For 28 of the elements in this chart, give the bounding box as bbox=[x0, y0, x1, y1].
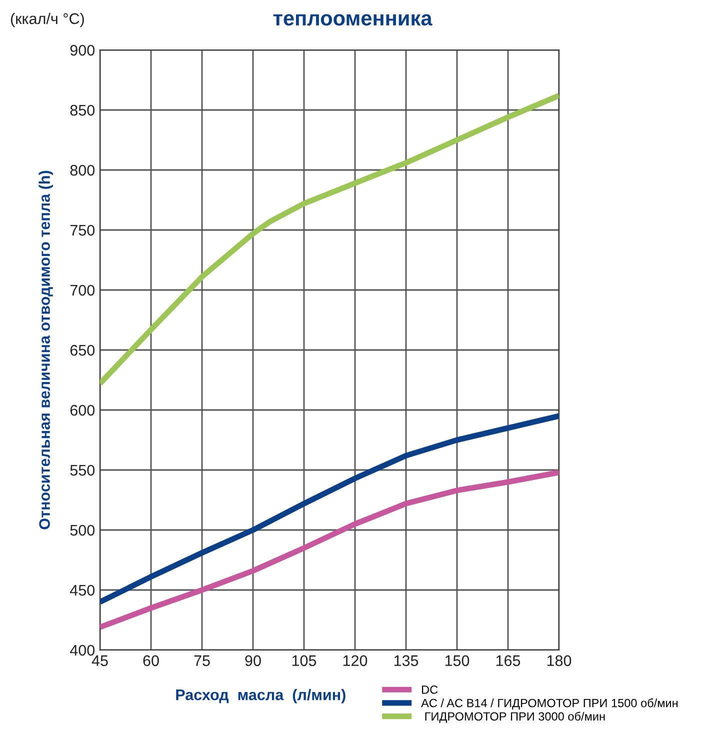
y-axis-title: Относительная величина отводимого тепла (h) bbox=[38, 170, 53, 530]
x-tick-label: 45 bbox=[92, 655, 108, 666]
y-tick-label: 850 bbox=[70, 104, 95, 116]
x-tick-label: 90 bbox=[245, 655, 261, 666]
x-tick-label: 180 bbox=[547, 655, 572, 666]
text: (ккал/ч °C) bbox=[10, 12, 84, 28]
legend-label: AC / AC B14 / ГИДРОМОТОР ПРИ 1500 об/мин bbox=[421, 698, 678, 710]
x-tick-label: 150 bbox=[445, 655, 470, 666]
x-tick-label: 105 bbox=[292, 655, 316, 666]
y-tick-label: 450 bbox=[70, 584, 95, 596]
y-tick-label: 750 bbox=[70, 224, 95, 236]
y-tick-label: 800 bbox=[70, 164, 95, 176]
y-tick-label: 700 bbox=[70, 284, 95, 296]
x-tick-label: 135 bbox=[394, 655, 418, 666]
x-tick-label: 165 bbox=[496, 655, 520, 666]
x-tick-label: 60 bbox=[143, 655, 159, 666]
x-tick-label: 120 bbox=[343, 655, 368, 666]
y-tick-label: 550 bbox=[70, 464, 95, 476]
x-axis-title: Расход масла (л/мин) bbox=[176, 689, 346, 704]
y-tick-label: 650 bbox=[70, 344, 95, 356]
legend-label: ГИДРОМОТОР ПРИ 3000 об/мин bbox=[425, 712, 605, 723]
y-tick-label: 400 bbox=[70, 644, 95, 656]
x-tick-label: 75 bbox=[194, 655, 210, 666]
chart-title: теплооменника bbox=[273, 14, 432, 26]
y-tick-label: 500 bbox=[70, 524, 95, 536]
legend-label: DC bbox=[422, 685, 438, 694]
y-tick-label: 600 bbox=[70, 404, 95, 416]
y-tick-label: 900 bbox=[70, 44, 95, 56]
